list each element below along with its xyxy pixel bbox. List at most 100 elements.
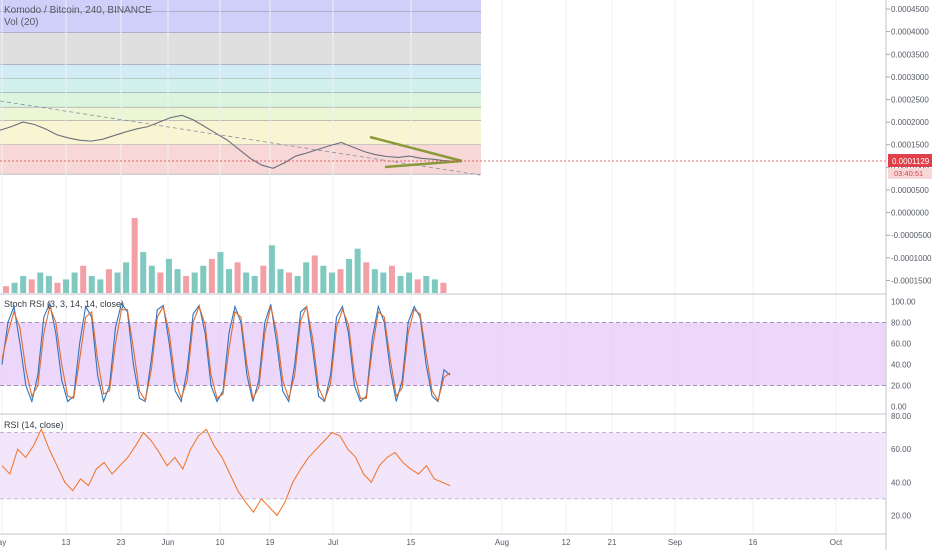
volume-bar — [20, 275, 27, 293]
volume-bar — [200, 265, 207, 293]
rsi-tick-label: 40.00 — [891, 478, 912, 487]
price-tick-label: 0.0004000 — [891, 28, 929, 37]
time-tick-label: 15 — [407, 538, 416, 547]
volume-bar — [45, 275, 52, 293]
volume-bar — [3, 286, 9, 293]
stoch-tick-label: 100.00 — [891, 297, 916, 306]
stoch-tick-label: 60.00 — [891, 339, 912, 348]
volume-bar — [234, 262, 241, 293]
volume-bar — [97, 279, 104, 293]
volume-bar — [28, 279, 35, 293]
volume-bar — [80, 265, 87, 293]
price-tick-label: -0.0001000 — [891, 254, 932, 263]
price-tag-value: 0.0001129 — [892, 157, 930, 166]
price-tick-label: 0.0003500 — [891, 50, 929, 59]
fib-band — [0, 64, 481, 79]
rsi-tick-label: 80.00 — [891, 412, 912, 421]
triangle-upper-line — [369, 135, 463, 163]
volume-indicator-title[interactable]: Vol (20) — [4, 17, 38, 28]
price-tick-label: 0.0004500 — [891, 5, 929, 14]
price-tick-label: 0.0003000 — [891, 73, 929, 82]
volume-bar — [183, 275, 190, 293]
time-tick-label: 16 — [749, 538, 758, 547]
price-line — [0, 114, 456, 169]
time-tick-label: Sep — [668, 538, 683, 547]
time-tick-label: 23 — [117, 538, 126, 547]
volume-bar — [277, 269, 284, 293]
stoch-tick-label: 80.00 — [891, 318, 912, 327]
volume-bar — [440, 282, 447, 293]
fib-band — [0, 92, 481, 108]
volume-bar — [303, 262, 310, 293]
fib-band — [0, 107, 481, 121]
symbol-title[interactable]: Komodo / Bitcoin, 240, BINANCE — [4, 5, 152, 16]
price-tick-label: -0.0001500 — [891, 276, 932, 285]
volume-bar — [114, 272, 121, 293]
volume-bar — [140, 252, 147, 293]
stoch-rsi-pane[interactable]: 100.00 80.00 60.00 40.00 20.00 0.00 — [0, 297, 916, 412]
rsi-pane[interactable]: 80.00 60.00 40.00 20.00 — [0, 412, 912, 520]
volume-bar — [71, 272, 78, 293]
time-tick-label: 19 — [266, 538, 275, 547]
fibonacci-retracement[interactable] — [0, 0, 481, 175]
price-series — [0, 114, 456, 169]
time-tick-label: Oct — [830, 538, 843, 547]
fib-band — [0, 11, 481, 33]
volume-bar — [380, 272, 387, 293]
volume-bar — [311, 255, 318, 293]
volume-bar — [226, 269, 232, 293]
price-tick-label: 0.0001000 — [891, 163, 929, 172]
volume-bar — [63, 279, 70, 293]
fib-band-top — [0, 0, 481, 12]
volume-bar — [148, 265, 155, 293]
time-tick-label: 13 — [62, 538, 71, 547]
volume-bar — [243, 272, 250, 293]
price-tick-label: 0.0000500 — [891, 186, 929, 195]
long-trendline — [0, 100, 481, 176]
time-tick-label: Jul — [328, 538, 338, 547]
volume-bar — [414, 279, 421, 293]
volume-bar — [54, 282, 61, 293]
volume-bars — [3, 218, 447, 293]
volume-bar — [37, 272, 44, 293]
volume-bar — [363, 262, 370, 293]
fib-band — [0, 78, 481, 93]
volume-bar — [88, 275, 95, 293]
price-tag-box — [888, 154, 932, 167]
price-tick-label: 0.0001500 — [891, 141, 929, 150]
stoch-k-line — [1, 301, 451, 404]
price-tick-label: -0.0000500 — [891, 231, 932, 240]
rsi-title[interactable]: RSI (14, close) — [4, 420, 64, 430]
trendline-drawings[interactable] — [0, 100, 481, 176]
volume-bar — [406, 272, 413, 293]
volume-bar — [165, 258, 172, 293]
rsi-tick-label: 20.00 — [891, 511, 912, 520]
volume-bar — [174, 269, 181, 293]
time-axis[interactable]: ay 13 23 Jun 10 19 Jul 15 Aug 12 21 Sep 16 Oct — [0, 538, 843, 547]
volume-bar — [157, 272, 164, 293]
time-tick-label: 10 — [216, 538, 225, 547]
rsi-tick-label: 60.00 — [891, 445, 912, 454]
price-tick-label: 0.0000000 — [891, 209, 929, 218]
volume-bar — [371, 269, 378, 293]
rsi-line — [1, 427, 451, 517]
fib-band — [0, 32, 481, 65]
volume-bar — [328, 272, 335, 293]
volume-bar — [337, 269, 344, 293]
volume-bar — [123, 262, 130, 293]
volume-bar — [354, 248, 361, 293]
volume-bar — [286, 272, 293, 293]
volume-bar — [260, 265, 267, 293]
stoch-rsi-title[interactable]: Stoch RSI (3, 3, 14, 14, close) — [4, 299, 124, 309]
time-tick-label: ay — [0, 538, 6, 547]
volume-bar — [251, 275, 258, 293]
volume-bar — [320, 265, 327, 293]
stoch-tick-label: 0.00 — [891, 403, 907, 412]
volume-bar — [294, 275, 301, 293]
time-tick-label: Jun — [162, 538, 175, 547]
fib-band — [0, 144, 481, 175]
last-price-tag: 0.0001129 03:40:51 — [888, 154, 932, 179]
price-axis[interactable]: 0.0004500 0.0004000 0.0003500 0.0003000 0.00… — [886, 5, 932, 285]
stoch-d-line — [1, 304, 451, 402]
